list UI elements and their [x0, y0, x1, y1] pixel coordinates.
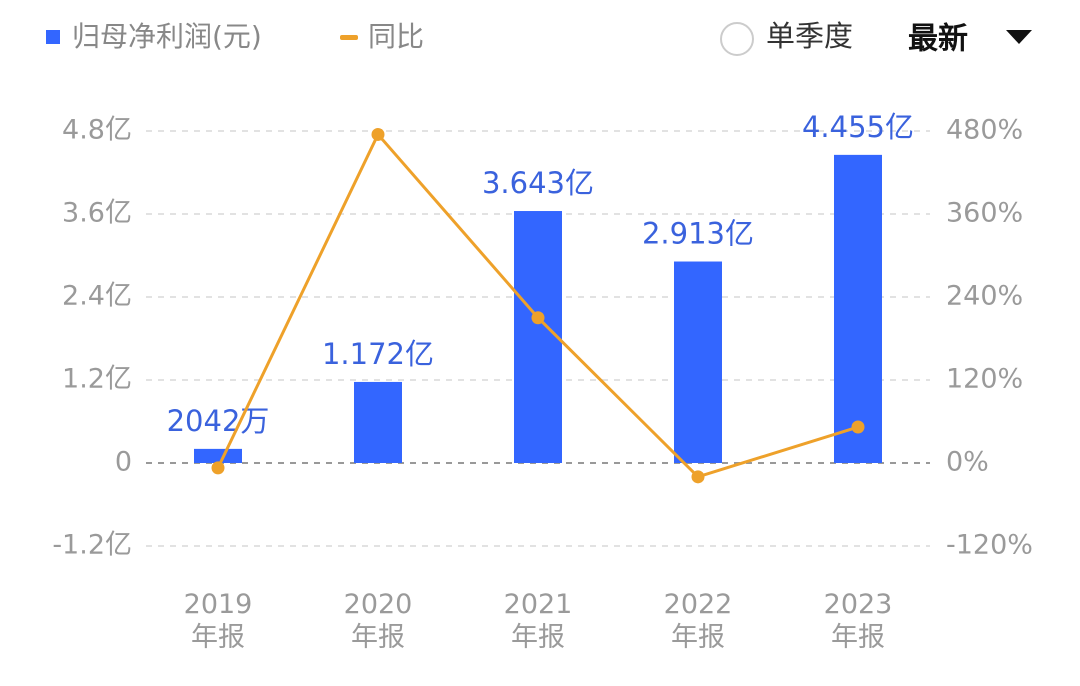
y-tick-label: 0 — [115, 447, 132, 478]
period-label[interactable]: 最新 — [908, 22, 968, 57]
value-label: 4.455亿 — [802, 110, 914, 144]
line-point — [211, 461, 225, 475]
x-tick-label: 2020 年报 — [343, 589, 413, 653]
y2-tick-label: 240% — [946, 281, 1023, 312]
quarterly-label[interactable]: 单季度 — [766, 19, 853, 53]
quarterly-toggle[interactable]: 单季度 — [720, 19, 853, 56]
x-tick-label: 2023 年报 — [823, 589, 893, 653]
value-label: 2.913亿 — [642, 217, 754, 251]
line-point — [691, 470, 705, 484]
value-label: 1.172亿 — [322, 337, 434, 371]
x-tick-label: 2022 年报 — [663, 589, 733, 653]
x-tick-label: 2021 年报 — [503, 589, 573, 653]
y2-tick-label: -120% — [946, 530, 1033, 561]
y-tick-label: -1.2亿 — [52, 530, 132, 561]
line-point — [851, 420, 865, 434]
value-label: 2042万 — [167, 404, 270, 438]
value-label: 3.643亿 — [482, 166, 594, 200]
radio[interactable] — [720, 22, 754, 56]
y2-tick-label: 120% — [946, 364, 1023, 395]
bar — [834, 154, 882, 464]
bar — [514, 211, 562, 463]
x-tick-label: 2019 年报 — [183, 589, 253, 653]
line-point — [531, 311, 545, 325]
legend-swatch-bar — [46, 30, 60, 44]
bar — [354, 381, 402, 463]
line-point — [371, 127, 385, 141]
y2-tick-label: 360% — [946, 198, 1023, 229]
dropdown-arrow[interactable] — [1006, 30, 1032, 44]
legend-swatch-line — [340, 35, 358, 40]
y-tick-label: 3.6亿 — [62, 198, 132, 229]
legend-label: 归母净利润(元) — [72, 20, 262, 53]
bar — [674, 261, 722, 463]
y-tick-label: 1.2亿 — [62, 364, 132, 395]
y2-tick-label: 480% — [946, 115, 1023, 146]
y-tick-label: 2.4亿 — [62, 281, 132, 312]
y-tick-label: 4.8亿 — [62, 115, 132, 146]
y2-tick-label: 0% — [946, 447, 989, 478]
bar — [194, 448, 242, 463]
period-dropdown[interactable]: 最新 — [908, 22, 1032, 57]
legend-label: 同比 — [368, 20, 424, 53]
